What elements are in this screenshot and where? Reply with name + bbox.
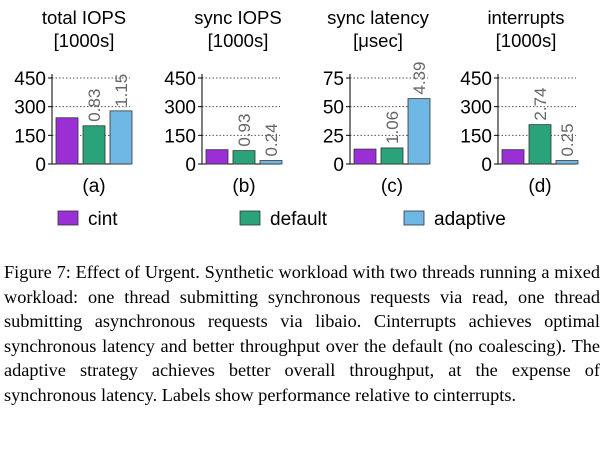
legend-label-cint: cint (88, 209, 118, 230)
panel-title-line2: [μsec] (353, 30, 403, 51)
panel-title-line1: total IOPS (42, 7, 126, 28)
bar-cint (55, 117, 79, 165)
y-tick-label: 0 (481, 155, 492, 176)
legend-swatch-cint (57, 210, 79, 226)
y-tick-label: 450 (460, 69, 492, 90)
panel-label: (a) (82, 176, 105, 197)
panel-title-line1: sync IOPS (194, 7, 281, 28)
legend-label-default: default (270, 209, 328, 230)
panel-label: (d) (528, 176, 551, 197)
panel-title-line2: [1000s] (496, 30, 557, 51)
y-tick-label: 450 (164, 69, 196, 90)
y-tick-label: 75 (323, 69, 344, 90)
legend-swatch-default (239, 210, 261, 226)
bar-default (528, 124, 552, 165)
bar-default (232, 150, 256, 165)
bar-cint (205, 149, 229, 165)
bar-ratio-label: 1.15 (112, 74, 131, 107)
y-tick-label: 300 (164, 98, 196, 119)
y-tick-label: 50 (323, 98, 344, 119)
bar-cint (501, 149, 525, 165)
y-tick-label: 0 (333, 155, 344, 176)
y-tick-label: 0 (185, 155, 196, 176)
figure: total IOPS [1000s] 450 300 150 0 0.83 1.15 (a) sy… (14, 7, 579, 230)
bar-ratio-label: 0.24 (262, 123, 281, 156)
panel-title-line1: interrupts (487, 7, 564, 28)
y-tick-label: 150 (164, 126, 196, 147)
bar-ratio-label: 4.39 (410, 62, 429, 95)
legend-label-adaptive: adaptive (434, 209, 506, 230)
bar-default (380, 147, 404, 165)
bar-cint (353, 148, 377, 165)
bar-ratio-label: 2.74 (531, 88, 550, 121)
panel-label: (c) (381, 176, 403, 197)
bar-default (82, 125, 106, 165)
y-tick-label: 0 (35, 155, 46, 176)
y-tick-label: 25 (323, 126, 344, 147)
panel-title-line2: [1000s] (208, 30, 269, 51)
y-tick-label: 300 (460, 98, 492, 119)
bar-adaptive (109, 110, 133, 165)
y-tick-label: 150 (14, 126, 46, 147)
panel-title-line1: sync latency (327, 7, 430, 28)
bar-ratio-label: 0.83 (85, 89, 104, 122)
y-tick-label: 150 (460, 126, 492, 147)
bar-adaptive (407, 98, 431, 165)
panel-label: (b) (232, 176, 255, 197)
bar-ratio-label: 0.25 (558, 123, 577, 156)
bar-adaptive (259, 160, 283, 165)
legend-swatch-adaptive (403, 210, 425, 226)
panel-title-line2: [1000s] (54, 30, 115, 51)
figure-caption: Figure 7: Effect of Urgent. Synthetic wo… (4, 262, 600, 405)
y-tick-label: 450 (14, 69, 46, 90)
bar-ratio-label: 0.93 (235, 114, 254, 147)
bar-adaptive (555, 160, 579, 165)
y-tick-label: 300 (14, 98, 46, 119)
bar-ratio-label: 1.06 (383, 111, 402, 144)
